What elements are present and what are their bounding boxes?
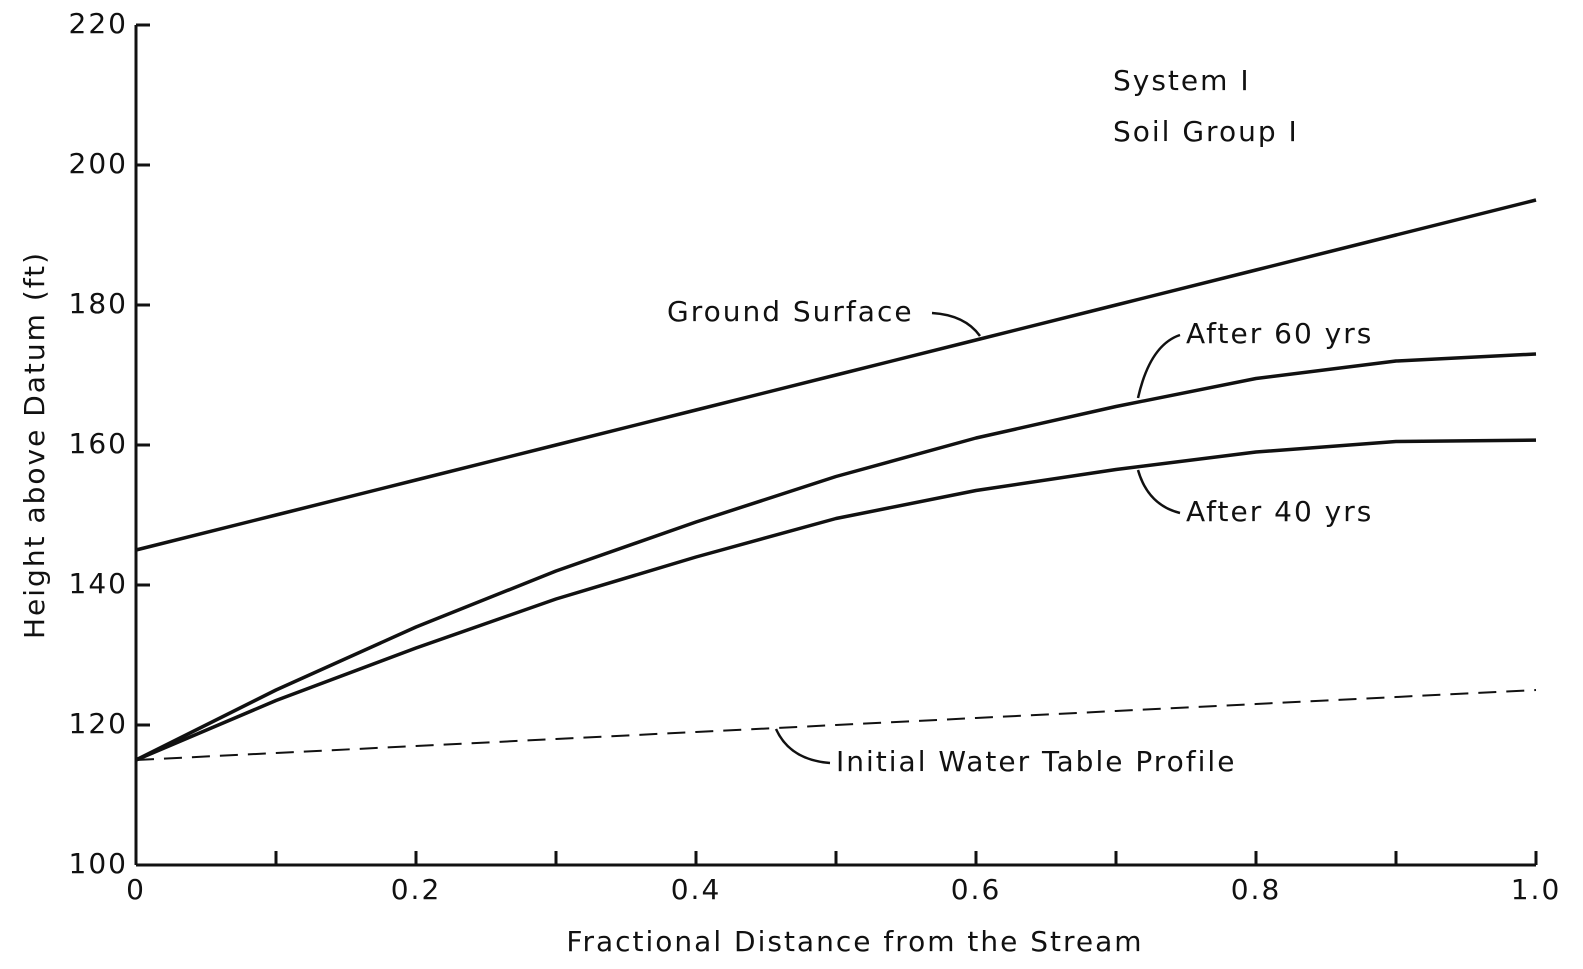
- y-tick-label: 200: [69, 147, 128, 180]
- y-tick-label: 220: [69, 7, 128, 40]
- x-tick-label: 0.8: [1231, 873, 1282, 906]
- arrow: [1136, 333, 1181, 399]
- series-line: [135, 352, 1537, 762]
- arrow: [1136, 469, 1181, 515]
- x-tick-label: 1.0: [1511, 873, 1562, 906]
- y-tick-label: 160: [69, 427, 128, 460]
- y-tick-label: 180: [69, 287, 128, 320]
- y-tick-label: 140: [69, 567, 128, 600]
- x-axis-label: Fractional Distance from the Stream: [566, 925, 1143, 958]
- series-label: After 40 yrs: [1186, 495, 1373, 528]
- series-label: After 60 yrs: [1186, 317, 1373, 350]
- arrow: [774, 728, 831, 765]
- y-tick-label: 100: [69, 847, 128, 880]
- x-tick-label: 0.6: [951, 873, 1002, 906]
- arrow: [931, 311, 982, 337]
- series-label: Initial Water Table Profile: [836, 745, 1236, 778]
- series-line: [135, 438, 1537, 762]
- series-label: Ground Surface: [667, 295, 914, 328]
- series-line: [135, 689, 1537, 761]
- series-line: [135, 198, 1537, 552]
- x-tick-label: 0: [126, 873, 146, 906]
- x-tick-label: 0.4: [671, 873, 722, 906]
- annotation: System I: [1113, 64, 1251, 97]
- arrows: [774, 311, 1181, 765]
- y-axis-label: Height above Datum (ft): [18, 251, 51, 639]
- x-tick-label: 0.2: [391, 873, 442, 906]
- annotation: Soil Group I: [1113, 115, 1299, 148]
- y-tick-label: 120: [69, 707, 128, 740]
